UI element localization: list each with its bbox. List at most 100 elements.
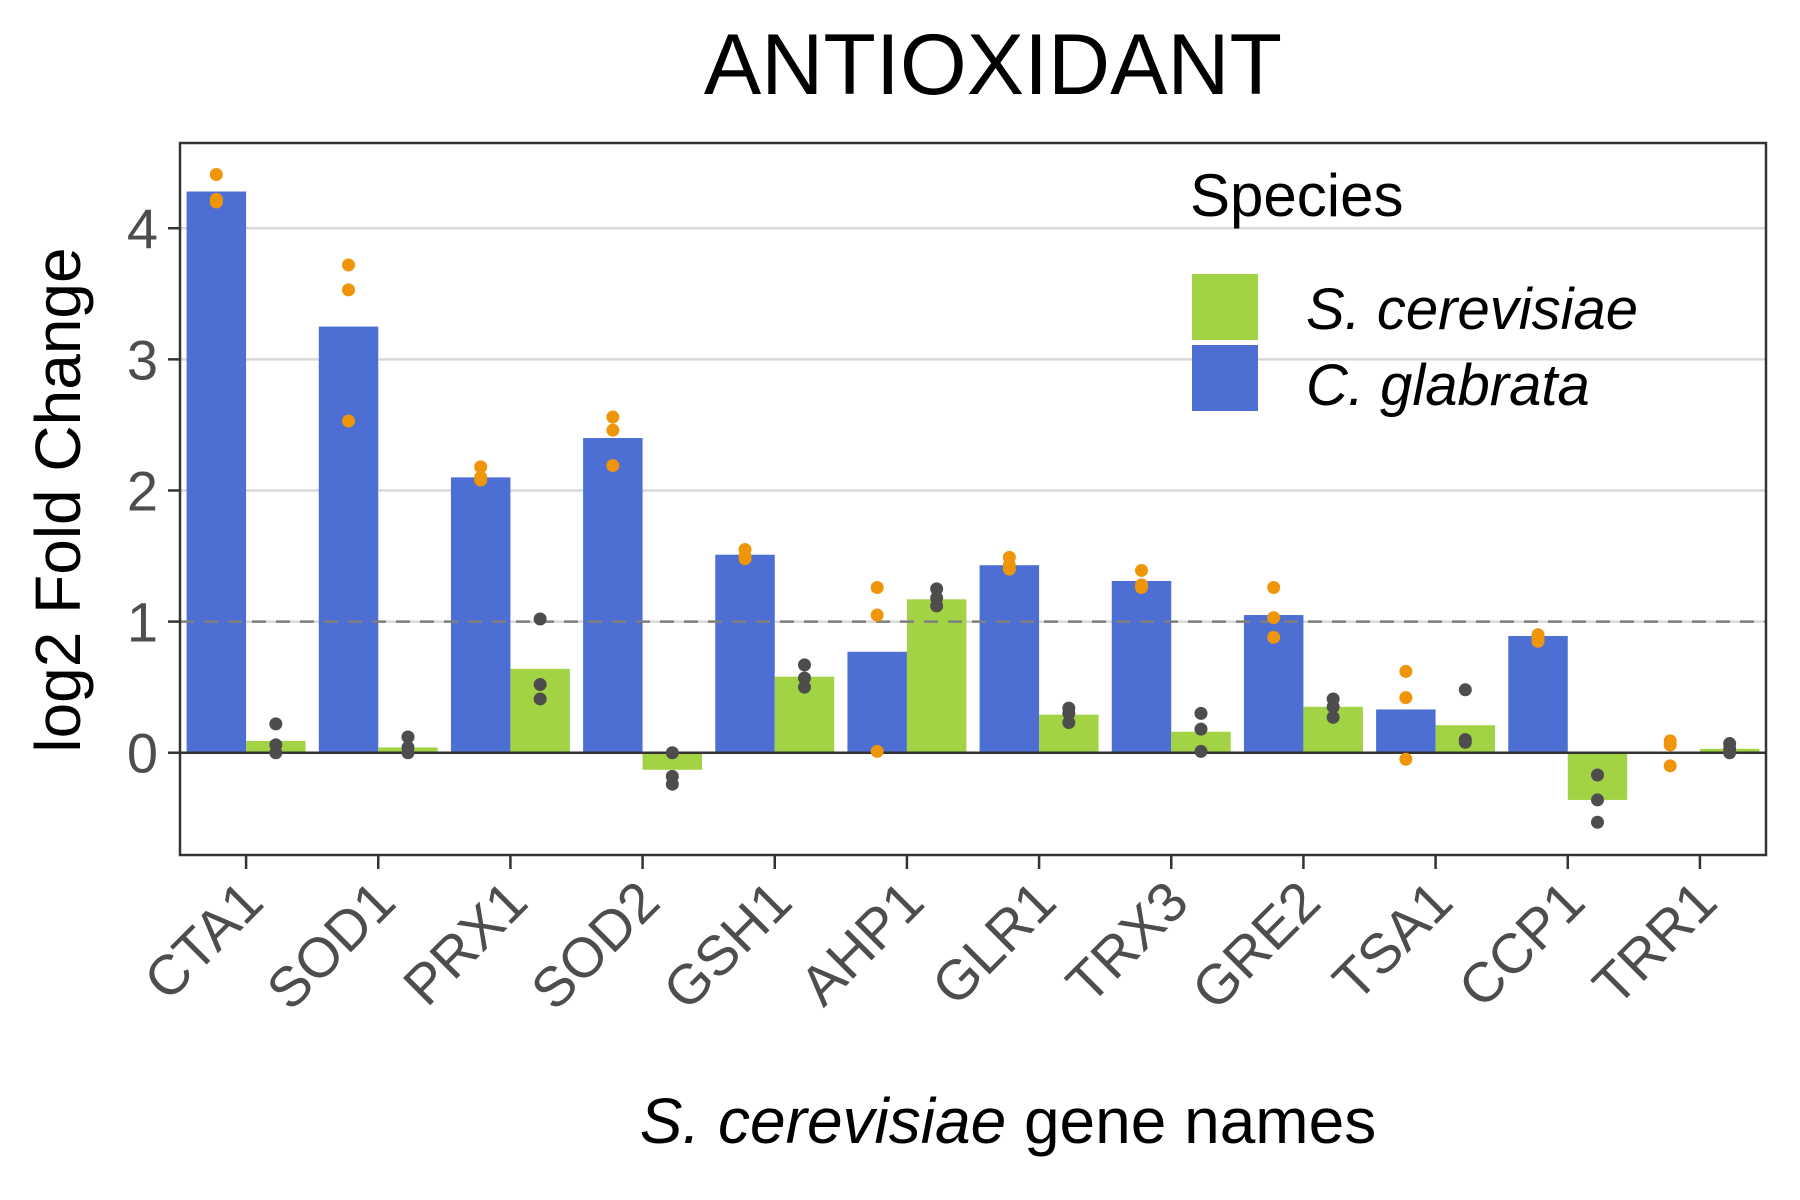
point-gre2-c-glabrata [1267, 611, 1281, 625]
bar-trx3-s-cerevisiae [1171, 731, 1231, 753]
point-tsa1-c-glabrata [1399, 691, 1413, 705]
x-tick-label: GRE2 [1180, 869, 1332, 1021]
x-tick-label: TRR1 [1580, 869, 1728, 1017]
point-trx3-s-cerevisiae [1194, 722, 1208, 736]
y-axis-title: log2 Fold Change [22, 247, 94, 752]
point-tsa1-s-cerevisiae [1458, 735, 1472, 749]
x-tick-label: GSH1 [651, 869, 803, 1021]
bar-prx1-c-glabrata [450, 477, 511, 753]
point-gre2-s-cerevisiae [1326, 700, 1340, 714]
x-tick-label: PRX1 [391, 869, 539, 1017]
replicate-points [209, 167, 1737, 829]
bar-gsh1-c-glabrata [715, 554, 775, 753]
point-ahp1-s-cerevisiae [930, 582, 944, 596]
point-gre2-c-glabrata [1267, 630, 1281, 644]
x-axis-title: S. cerevisiae gene names [640, 1085, 1376, 1157]
point-sod2-s-cerevisiae [665, 777, 679, 791]
point-sod2-c-glabrata [606, 423, 620, 437]
legend: Species S. cerevisiae C. glabrata [1190, 162, 1638, 418]
point-sod1-s-cerevisiae [401, 730, 415, 744]
point-trx3-c-glabrata [1135, 563, 1149, 577]
plot-background [180, 143, 1766, 855]
legend-title: Species [1190, 162, 1403, 229]
point-prx1-c-glabrata [474, 460, 488, 474]
y-axis: 0 1 2 3 4 [127, 197, 180, 785]
y-tick-label: 2 [127, 459, 158, 522]
x-tick-label: SOD1 [254, 869, 406, 1021]
point-cta1-c-glabrata [209, 167, 223, 181]
point-tsa1-s-cerevisiae [1458, 683, 1472, 697]
point-trx3-c-glabrata [1135, 578, 1149, 592]
point-glr1-s-cerevisiae [1062, 716, 1076, 730]
bar-sod2-c-glabrata [583, 438, 643, 753]
y-tick-label: 3 [127, 328, 158, 391]
bar-ahp1-s-cerevisiae [906, 599, 967, 753]
chart-title: ANTIOXIDANT [704, 17, 1282, 113]
plot-border [178, 141, 1768, 857]
point-ccp1-s-cerevisiae [1590, 793, 1604, 807]
point-prx1-c-glabrata [474, 470, 488, 484]
bar-cta1-c-glabrata [186, 191, 247, 753]
point-gsh1-s-cerevisiae [797, 671, 811, 685]
point-ccp1-s-cerevisiae [1590, 768, 1604, 782]
point-gre2-c-glabrata [1267, 581, 1281, 595]
point-cta1-s-cerevisiae [269, 746, 283, 760]
point-sod2-c-glabrata [606, 459, 620, 473]
legend-label-s-cerevisiae: S. cerevisiae [1306, 277, 1638, 342]
legend-swatch-c-glabrata [1192, 345, 1258, 411]
bar-sod2-s-cerevisiae [642, 752, 703, 770]
point-cta1-c-glabrata [209, 192, 223, 206]
bar-tsa1-c-glabrata [1376, 709, 1436, 753]
bar-sod1-c-glabrata [318, 326, 379, 753]
x-tick-label: CTA1 [132, 869, 275, 1012]
point-gre2-s-cerevisiae [1326, 710, 1340, 724]
point-ahp1-c-glabrata [870, 744, 884, 758]
point-tsa1-c-glabrata [1399, 752, 1413, 766]
x-axis-title-italic: S. cerevisiae [640, 1085, 1006, 1157]
point-ahp1-s-cerevisiae [930, 599, 944, 613]
point-sod1-s-cerevisiae [401, 746, 415, 760]
point-gsh1-s-cerevisiae [797, 658, 811, 672]
y-tick-label: 1 [127, 591, 158, 654]
x-tick-label: CCP1 [1446, 869, 1596, 1019]
point-prx1-s-cerevisiae [533, 692, 547, 706]
bar-ccp1-c-glabrata [1508, 636, 1568, 753]
bar-glr1-c-glabrata [979, 565, 1040, 753]
x-tick-label: AHP1 [787, 869, 935, 1017]
point-trr1-c-glabrata [1663, 759, 1677, 773]
plot-panel [178, 141, 1768, 857]
point-sod2-s-cerevisiae [665, 746, 679, 760]
point-prx1-s-cerevisiae [533, 612, 547, 626]
point-sod1-c-glabrata [342, 258, 356, 272]
point-cta1-s-cerevisiae [269, 717, 283, 731]
point-glr1-c-glabrata [1002, 558, 1016, 572]
point-sod1-c-glabrata [342, 414, 356, 428]
bar-trx3-c-glabrata [1111, 580, 1172, 753]
point-ahp1-c-glabrata [870, 581, 884, 595]
point-ahp1-c-glabrata [870, 608, 884, 622]
bar-ahp1-c-glabrata [847, 651, 907, 753]
x-tick-label: TSA1 [1320, 869, 1464, 1013]
point-prx1-s-cerevisiae [533, 678, 547, 692]
x-tick-label: SOD2 [519, 869, 671, 1021]
point-trr1-c-glabrata [1663, 738, 1677, 752]
y-tick-label: 4 [127, 197, 158, 260]
y-tick-label: 0 [127, 722, 158, 785]
x-axis: CTA1SOD1PRX1SOD2GSH1AHP1GLR1TRX3GRE2TSA1… [132, 855, 1728, 1021]
point-gsh1-s-cerevisiae [797, 680, 811, 694]
point-gsh1-c-glabrata [738, 549, 752, 563]
x-tick-label: GLR1 [920, 869, 1068, 1017]
point-sod2-c-glabrata [606, 410, 620, 424]
point-tsa1-c-glabrata [1399, 664, 1413, 678]
x-tick-label: TRX3 [1054, 869, 1200, 1015]
point-trx3-s-cerevisiae [1194, 744, 1208, 758]
point-sod1-c-glabrata [342, 283, 356, 297]
x-axis-title-rest: gene names [1006, 1085, 1376, 1157]
point-trr1-s-cerevisiae [1723, 746, 1737, 760]
point-glr1-s-cerevisiae [1062, 706, 1076, 720]
point-trx3-s-cerevisiae [1194, 706, 1208, 720]
legend-swatch-s-cerevisiae [1192, 274, 1258, 340]
legend-label-c-glabrata: C. glabrata [1306, 353, 1590, 418]
point-ccp1-s-cerevisiae [1590, 815, 1604, 829]
